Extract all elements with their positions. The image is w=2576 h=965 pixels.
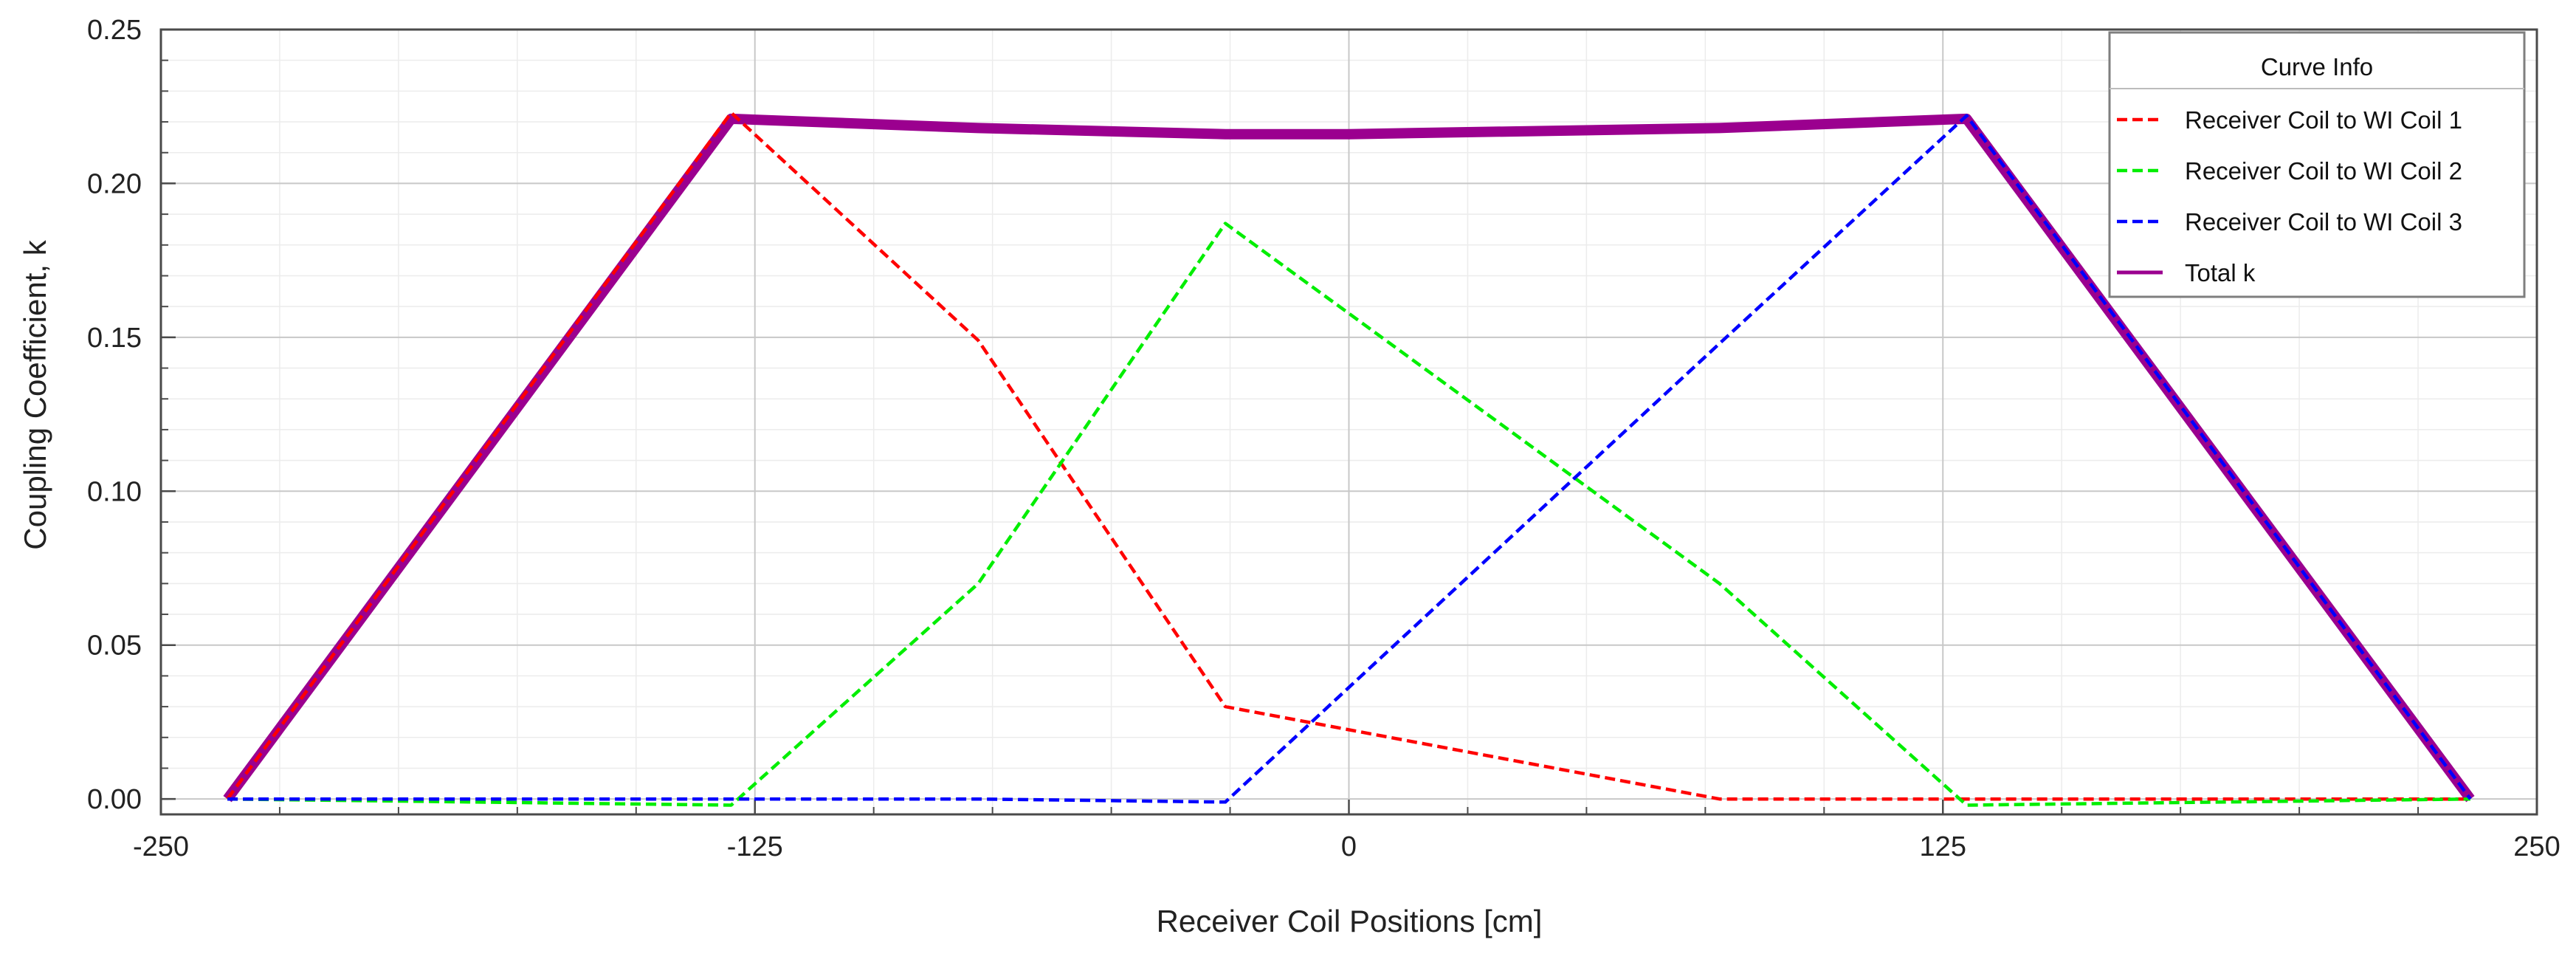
x-tick-label: 125	[1920, 831, 1966, 862]
axes	[159, 28, 2538, 816]
x-tick-label: -250	[133, 831, 189, 862]
y-tick-label: 0.25	[87, 15, 142, 46]
series-line-4	[223, 113, 2475, 803]
y-tick-label: 0.15	[87, 323, 142, 354]
legend-title: Curve Info	[2261, 53, 2373, 80]
series-line-2	[227, 221, 2470, 807]
y-tick-label: 0.00	[87, 784, 142, 815]
x-tick-label: 0	[1341, 831, 1357, 862]
series-lines	[223, 111, 2475, 807]
legend-label-1: Receiver Coil to WI Coil 1	[2185, 106, 2462, 134]
legend: Curve Info Receiver Coil to WI Coil 1 Rec…	[2108, 31, 2526, 298]
tick-labels: -250 -125 0 125 250 0.00 0.05 0.10 0.15 0.20 0.25	[87, 15, 2560, 862]
y-axis-title: Coupling Coefficient, k	[18, 239, 52, 549]
legend-box	[2108, 31, 2526, 298]
legend-label-3: Receiver Coil to WI Coil 3	[2185, 208, 2462, 236]
y-tick-label: 0.20	[87, 168, 142, 199]
series-line-3	[227, 114, 2472, 804]
x-axis-title: Receiver Coil Positions [cm]	[1157, 904, 1543, 938]
y-tick-label: 0.10	[87, 476, 142, 507]
x-tick-label: 250	[2513, 831, 2560, 862]
y-tick-label: 0.05	[87, 631, 142, 662]
x-tick-label: -125	[727, 831, 783, 862]
legend-label-4: Total k	[2185, 259, 2256, 286]
series-line-1	[226, 111, 2470, 801]
legend-label-2: Receiver Coil to WI Coil 2	[2185, 157, 2462, 185]
